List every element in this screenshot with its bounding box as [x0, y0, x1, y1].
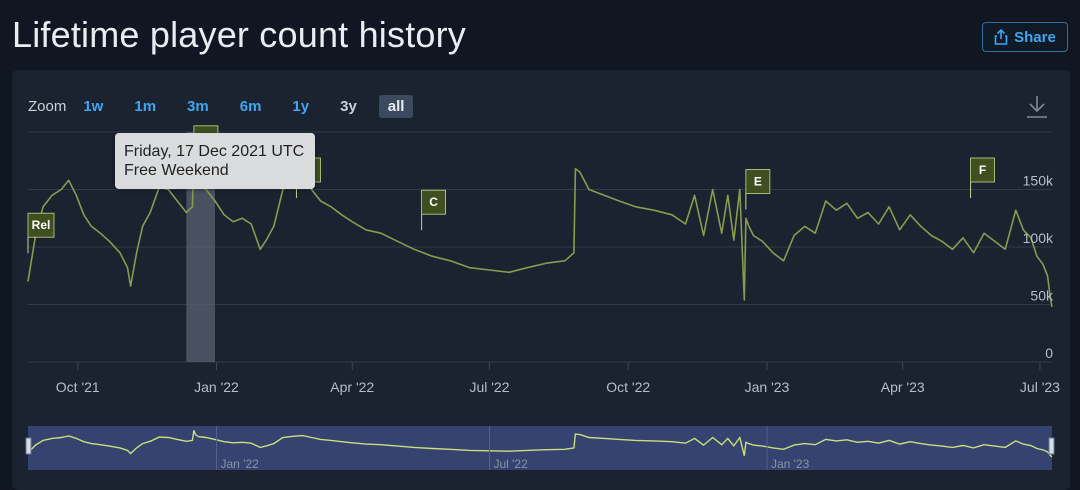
x-axis-labels: Oct '21 Jan '22 Apr '22 Jul '22 Oct '22 Jan '… [56, 362, 1060, 395]
navigator-label: Jan '23 [771, 457, 810, 471]
zoom-3m-button[interactable]: 3m [187, 97, 209, 115]
zoom-bar: Zoom 1w 1m 3m 6m 1y 3y all [28, 94, 426, 118]
x-tick-label: Oct '22 [606, 379, 650, 395]
event-flag [27, 212, 55, 238]
tooltip-event: Free Weekend [124, 162, 229, 179]
navigator-handle-left[interactable] [25, 437, 32, 455]
navigator-label: Jan '22 [221, 457, 260, 471]
zoom-6m-button[interactable]: 6m [239, 97, 262, 115]
download-icon[interactable] [1025, 94, 1049, 120]
x-tick-label: Jan '22 [194, 379, 239, 395]
page-title: Lifetime player count history [12, 14, 467, 55]
y-tick-label: 100k [1023, 230, 1054, 246]
zoom-label: Zoom [28, 97, 67, 115]
event-flag [745, 169, 771, 194]
zoom-1y-button[interactable]: 1y [292, 97, 310, 115]
navigator: Jan '22 Jul '22 Jan '23 [25, 426, 1055, 471]
y-tick-label: 150k [1023, 173, 1054, 189]
event-flag-label: F [979, 163, 986, 177]
share-button[interactable]: Share [982, 22, 1068, 52]
x-tick-label: Apr '23 [881, 379, 925, 395]
y-tick-label: 50k [1030, 288, 1054, 304]
zoom-3y-button[interactable]: 3y [340, 97, 357, 115]
navigator-window [28, 426, 1052, 470]
event-flag-label: Rel [32, 218, 51, 232]
event-flag-label: E [754, 175, 762, 189]
event-flag [421, 189, 447, 215]
navigator-handle-right[interactable] [1048, 437, 1055, 455]
zoom-1w-button[interactable]: 1w [83, 97, 104, 115]
navigator-line [27, 430, 1053, 458]
zoom-all-button[interactable]: all [378, 94, 414, 118]
event-flag-label: C [429, 195, 438, 209]
tooltip-date: Friday, 17 Dec 2021 UTC [124, 143, 305, 160]
zoom-1m-button[interactable]: 1m [134, 97, 157, 115]
y-tick-label: 0 [1045, 345, 1053, 361]
event-flag [970, 157, 995, 183]
event-tooltip: Friday, 17 Dec 2021 UTC Free Weekend [115, 133, 315, 189]
share-label: Share [1014, 28, 1056, 46]
x-tick-label: Apr '22 [330, 379, 374, 395]
share-icon [994, 29, 1008, 45]
x-tick-label: Jul '22 [469, 379, 509, 395]
x-tick-label: Oct '21 [56, 379, 100, 395]
x-tick-label: Jan '23 [745, 379, 790, 395]
y-axis-labels: 0 50k 100k 150k [1023, 173, 1054, 362]
x-tick-label: Jul '23 [1020, 379, 1060, 395]
navigator-label: Jul '22 [493, 457, 528, 471]
